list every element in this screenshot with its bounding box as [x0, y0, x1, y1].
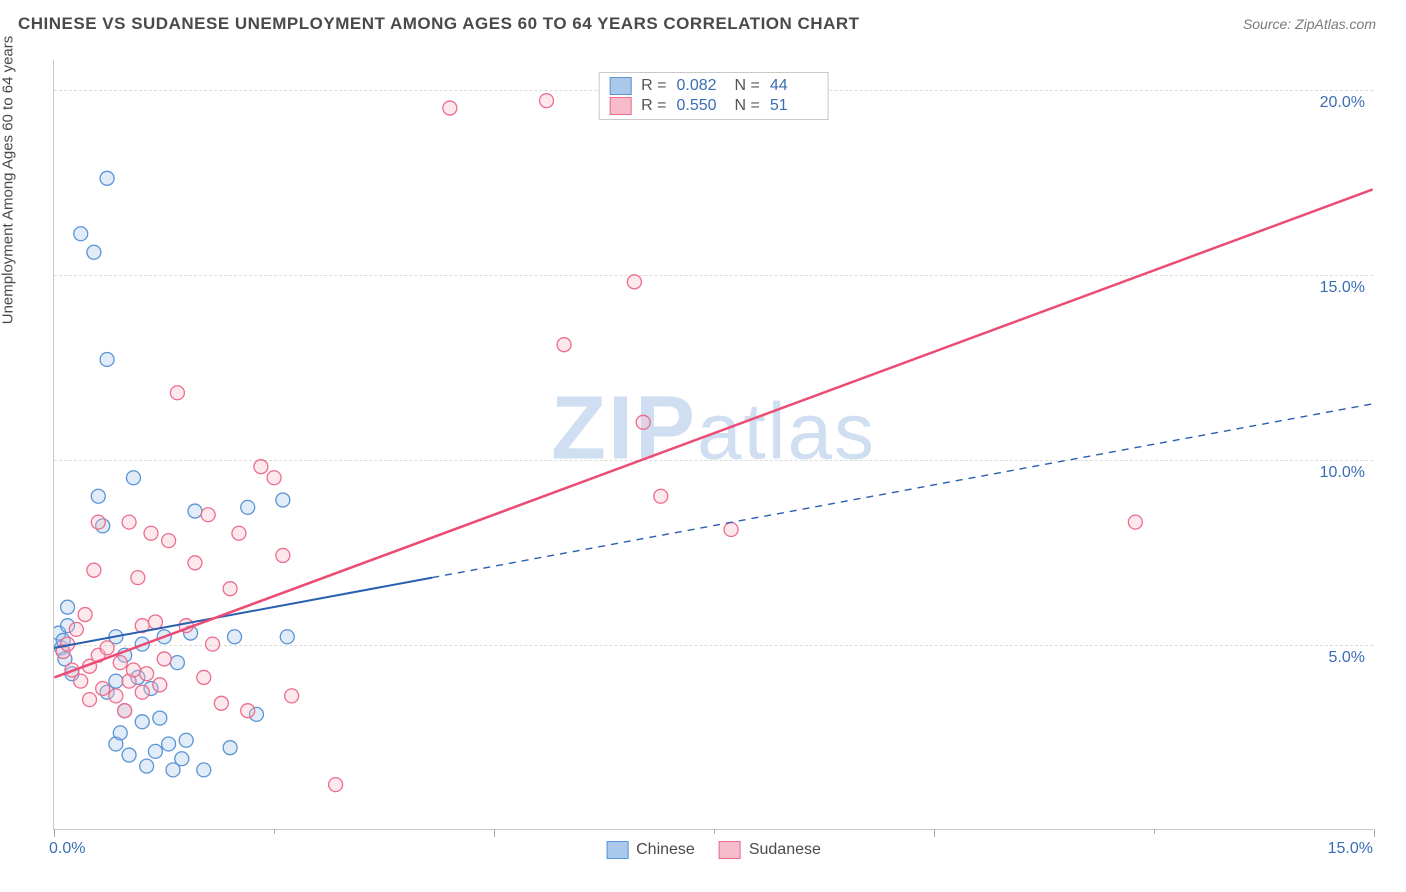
scatter-point: [83, 693, 97, 707]
r-value-sudanese: 0.550: [677, 97, 725, 115]
scatter-point: [162, 737, 176, 751]
scatter-point: [201, 508, 215, 522]
chart-container: Unemployment Among Ages 60 to 64 years Z…: [18, 50, 1388, 870]
scatter-point: [61, 600, 75, 614]
scatter-point: [276, 493, 290, 507]
scatter-point: [148, 615, 162, 629]
scatter-point: [144, 526, 158, 540]
scatter-point: [96, 682, 110, 696]
trend-line: [54, 578, 432, 648]
legend-stats-row: R = 0.082 N = 44: [609, 76, 818, 96]
scatter-point: [223, 582, 237, 596]
x-tick-label: 0.0%: [49, 840, 85, 858]
n-value-sudanese: 51: [770, 97, 818, 115]
scatter-point: [126, 471, 140, 485]
x-tick-label: 15.0%: [1328, 840, 1373, 858]
scatter-point: [78, 608, 92, 622]
plot-area: ZIPatlas R = 0.082 N = 44 R = 0.550 N = …: [53, 60, 1373, 830]
scatter-point: [122, 515, 136, 529]
scatter-point: [140, 667, 154, 681]
scatter-point: [276, 548, 290, 562]
legend-swatch-chinese: [609, 77, 631, 95]
n-value-chinese: 44: [770, 77, 818, 95]
scatter-point: [100, 171, 114, 185]
scatter-point: [100, 352, 114, 366]
scatter-point: [109, 674, 123, 688]
legend-label-chinese: Chinese: [636, 841, 695, 859]
chart-title: CHINESE VS SUDANESE UNEMPLOYMENT AMONG A…: [18, 14, 860, 34]
scatter-point: [170, 386, 184, 400]
scatter-point: [280, 630, 294, 644]
scatter-point: [100, 641, 114, 655]
scatter-point: [241, 500, 255, 514]
scatter-point: [122, 748, 136, 762]
scatter-point: [170, 656, 184, 670]
scatter-point: [131, 571, 145, 585]
scatter-point: [329, 778, 343, 792]
scatter-point: [153, 678, 167, 692]
scatter-point: [74, 674, 88, 688]
n-label: N =: [735, 97, 760, 115]
scatter-point: [91, 515, 105, 529]
n-label: N =: [735, 77, 760, 95]
scatter-point: [197, 670, 211, 684]
scatter-point: [241, 704, 255, 718]
scatter-point: [206, 637, 220, 651]
scatter-point: [197, 763, 211, 777]
scatter-point: [126, 663, 140, 677]
y-axis-label: Unemployment Among Ages 60 to 64 years: [0, 36, 17, 325]
legend-swatch-sudanese: [609, 97, 631, 115]
scatter-point: [157, 652, 171, 666]
legend-series: Chinese Sudanese: [606, 841, 821, 859]
scatter-point: [188, 504, 202, 518]
scatter-point: [91, 489, 105, 503]
legend-swatch-chinese: [606, 841, 628, 859]
scatter-point: [443, 101, 457, 115]
trend-line: [54, 189, 1372, 677]
scatter-point: [87, 245, 101, 259]
trend-line-extrapolated: [432, 404, 1372, 578]
scatter-point: [654, 489, 668, 503]
scatter-point: [113, 726, 127, 740]
legend-stats-row: R = 0.550 N = 51: [609, 96, 818, 116]
legend-item-sudanese: Sudanese: [719, 841, 821, 859]
scatter-point: [140, 759, 154, 773]
scatter-point: [153, 711, 167, 725]
r-label: R =: [641, 77, 666, 95]
scatter-point: [148, 744, 162, 758]
scatter-point: [135, 715, 149, 729]
r-value-chinese: 0.082: [677, 77, 725, 95]
scatter-point: [267, 471, 281, 485]
scatter-point: [188, 556, 202, 570]
scatter-point: [557, 338, 571, 352]
scatter-point: [223, 741, 237, 755]
scatter-point: [109, 689, 123, 703]
scatter-point: [87, 563, 101, 577]
scatter-point: [1128, 515, 1142, 529]
scatter-point: [135, 685, 149, 699]
scatter-point: [214, 696, 228, 710]
scatter-point: [540, 94, 554, 108]
scatter-point: [113, 656, 127, 670]
scatter-point: [162, 534, 176, 548]
legend-swatch-sudanese: [719, 841, 741, 859]
r-label: R =: [641, 97, 666, 115]
scatter-point: [179, 733, 193, 747]
legend-label-sudanese: Sudanese: [749, 841, 821, 859]
legend-stats: R = 0.082 N = 44 R = 0.550 N = 51: [598, 72, 829, 120]
scatter-point: [175, 752, 189, 766]
scatter-point: [636, 415, 650, 429]
source-attribution: Source: ZipAtlas.com: [1243, 16, 1376, 32]
scatter-point: [228, 630, 242, 644]
scatter-point: [627, 275, 641, 289]
scatter-point: [724, 523, 738, 537]
scatter-point: [285, 689, 299, 703]
legend-item-chinese: Chinese: [606, 841, 695, 859]
scatter-point: [254, 460, 268, 474]
plot-svg: [54, 60, 1373, 829]
scatter-point: [69, 622, 83, 636]
scatter-point: [232, 526, 246, 540]
scatter-point: [118, 704, 132, 718]
scatter-point: [74, 227, 88, 241]
